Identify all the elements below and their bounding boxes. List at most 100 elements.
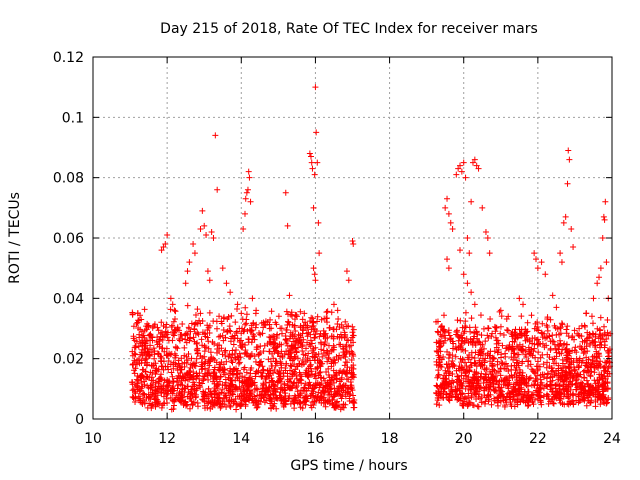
data-point [334,307,341,314]
data-point [500,393,507,400]
data-point [157,386,164,393]
data-point [258,373,265,380]
data-point [246,383,253,390]
data-point [452,386,459,393]
data-point [601,372,608,379]
data-point [516,295,523,302]
data-point [273,405,280,412]
data-point [176,327,183,334]
data-point [503,376,510,383]
data-point [283,326,290,333]
data-point [158,319,165,326]
data-point [266,334,273,341]
data-point [312,277,319,284]
data-point [343,323,350,330]
data-point [546,333,553,340]
data-point [583,343,590,350]
data-point [441,337,448,344]
data-point [247,352,254,359]
data-point [434,374,441,381]
data-point [215,348,222,355]
data-point [297,322,304,329]
data-point [495,381,502,388]
data-point [182,280,189,287]
data-point [446,369,453,376]
x-tick-label: 14 [232,431,250,447]
data-point [292,384,299,391]
data-point [311,357,318,364]
data-point [205,345,212,352]
data-point [450,340,457,347]
data-point [574,381,581,388]
data-point [457,379,464,386]
data-point [300,327,307,334]
data-point [323,309,330,316]
data-point [330,301,337,308]
data-point [537,354,544,361]
data-point [592,380,599,387]
data-point [280,403,287,410]
data-point [447,336,454,343]
data-point [187,364,194,371]
data-point [181,385,188,392]
data-point [508,330,515,337]
data-point [525,401,532,408]
data-point [531,341,538,348]
data-point [594,325,601,332]
data-point [287,379,294,386]
data-point [474,403,481,410]
data-point [136,334,143,341]
data-point [219,365,226,372]
data-point [546,354,553,361]
data-point [434,328,441,335]
data-point [217,404,224,411]
data-point [285,351,292,358]
data-point [434,318,441,325]
data-point [240,225,247,232]
data-point [349,238,356,245]
data-point [573,349,580,356]
data-point [151,348,158,355]
data-point [243,369,250,376]
data-point [291,400,298,407]
data-point [484,235,491,241]
data-point [312,366,319,373]
data-point [462,174,469,181]
data-point [301,310,308,317]
data-point [290,355,297,362]
data-point [444,195,451,202]
data-point [188,320,195,327]
data-point [206,309,213,316]
data-point [162,328,169,335]
data-point [498,359,505,366]
data-point [592,386,599,393]
data-point [471,390,478,397]
data-point [137,387,144,394]
data-point [494,358,501,365]
data-point [345,277,352,284]
data-point [328,385,335,392]
data-point [148,377,155,384]
data-point [205,356,212,363]
data-point [307,363,314,370]
data-point [225,353,232,360]
data-point [208,391,215,398]
data-point [349,323,356,330]
data-point [241,388,248,395]
data-point [572,344,579,351]
data-point [223,280,230,287]
data-point [449,345,456,352]
data-point [322,338,329,345]
data-point [434,348,441,355]
data-point [575,332,582,339]
data-point [547,338,554,345]
data-point [342,393,349,400]
data-point [463,362,470,369]
data-point [491,367,498,374]
data-point [302,401,309,408]
data-point [195,331,202,338]
data-point [539,371,546,378]
data-point [496,378,503,385]
data-point [242,401,249,408]
data-point [572,370,579,377]
